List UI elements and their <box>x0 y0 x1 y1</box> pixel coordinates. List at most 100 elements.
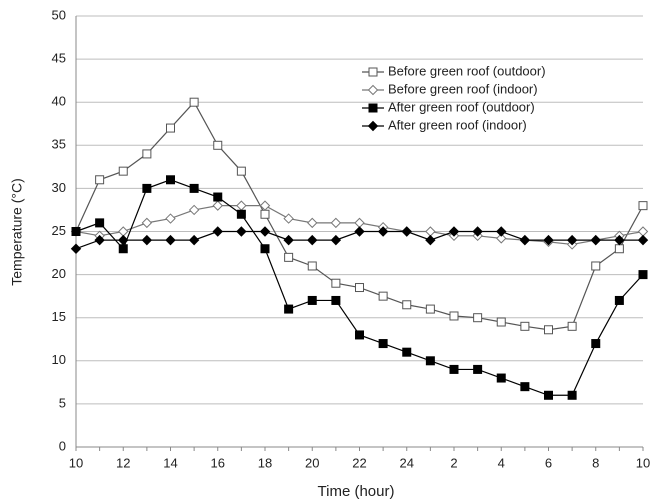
data-point <box>331 295 341 305</box>
data-point <box>118 166 128 176</box>
data-point <box>213 192 223 202</box>
data-point <box>378 339 388 349</box>
data-point <box>118 234 129 246</box>
data-point <box>284 252 294 262</box>
legend-marker <box>367 84 379 96</box>
y-tick-label: 40 <box>52 94 66 109</box>
data-point <box>638 201 648 211</box>
data-point <box>307 234 318 246</box>
data-point <box>330 234 342 246</box>
data-point <box>520 321 530 331</box>
x-tick-label: 2 <box>450 455 457 470</box>
y-tick-label: 5 <box>59 395 66 410</box>
data-point <box>141 234 153 246</box>
data-point <box>543 234 554 246</box>
data-point <box>496 226 507 237</box>
data-point <box>425 234 436 246</box>
data-point <box>402 300 412 310</box>
data-point <box>449 311 459 321</box>
legend-label: Before green roof (outdoor) <box>388 63 546 78</box>
data-point <box>213 140 223 150</box>
data-point <box>354 217 365 229</box>
data-point <box>637 226 649 237</box>
data-point <box>472 226 483 237</box>
data-point <box>260 244 270 254</box>
x-tick-label: 22 <box>352 455 366 470</box>
data-point <box>95 218 105 228</box>
y-tick-label: 10 <box>52 352 66 367</box>
data-point <box>496 373 506 383</box>
data-point <box>259 226 271 237</box>
data-point <box>189 183 199 193</box>
data-point <box>307 217 318 229</box>
data-point <box>425 356 435 366</box>
data-point <box>165 234 176 246</box>
data-point <box>141 217 153 229</box>
data-point <box>260 209 270 219</box>
y-tick-label: 15 <box>52 309 66 324</box>
data-point <box>236 166 246 176</box>
data-point <box>425 304 435 314</box>
data-point <box>566 234 578 246</box>
data-point <box>330 217 342 229</box>
data-point <box>590 234 601 246</box>
x-tick-label: 16 <box>211 455 225 470</box>
data-point <box>425 226 436 237</box>
y-tick-label: 35 <box>52 137 66 152</box>
legend-marker <box>368 103 378 113</box>
data-point <box>496 317 506 327</box>
data-point <box>188 204 200 216</box>
data-point <box>236 226 247 237</box>
data-point <box>166 123 175 133</box>
x-tick-label: 18 <box>258 455 272 470</box>
y-tick-label: 45 <box>52 51 66 66</box>
data-point <box>259 200 271 211</box>
y-tick-label: 30 <box>52 180 66 195</box>
data-point <box>212 200 223 211</box>
data-point <box>355 283 364 293</box>
data-point <box>567 390 577 400</box>
data-point <box>473 364 483 374</box>
data-point <box>355 330 364 340</box>
legend-marker <box>368 67 378 77</box>
data-point <box>473 313 483 323</box>
y-axis-label: Temperature (°C) <box>9 178 25 286</box>
data-point <box>614 295 624 305</box>
y-tick-label: 25 <box>52 223 66 238</box>
data-point <box>236 209 246 219</box>
data-point <box>95 175 105 185</box>
x-tick-label: 8 <box>592 455 599 470</box>
x-tick-label: 24 <box>400 455 414 470</box>
legend-marker <box>367 120 379 132</box>
data-point <box>71 227 81 236</box>
data-point <box>188 234 200 246</box>
data-point <box>70 243 82 254</box>
legend-label: Before green roof (indoor) <box>388 81 538 96</box>
data-point <box>142 149 152 159</box>
data-point <box>165 213 176 224</box>
x-tick-label: 6 <box>545 455 552 470</box>
data-point <box>448 226 460 237</box>
data-point <box>614 244 624 254</box>
data-point <box>519 234 531 246</box>
legend-label: After green roof (outdoor) <box>388 99 535 114</box>
data-point <box>638 270 648 280</box>
x-axis-label: Time (hour) <box>318 483 395 500</box>
x-tick-label: 4 <box>498 455 505 470</box>
data-point <box>283 234 294 246</box>
series-line <box>75 101 644 331</box>
data-point <box>118 226 129 237</box>
data-point <box>189 97 199 107</box>
x-tick-label: 14 <box>163 455 177 470</box>
data-point <box>118 244 128 254</box>
x-tick-label: 10 <box>69 455 83 470</box>
data-point <box>614 234 625 246</box>
data-point <box>307 261 317 271</box>
data-point <box>496 233 507 244</box>
data-point <box>637 234 649 246</box>
x-tick-label: 12 <box>116 455 130 470</box>
data-point <box>142 183 152 193</box>
data-point <box>544 325 553 335</box>
data-point <box>567 321 577 331</box>
